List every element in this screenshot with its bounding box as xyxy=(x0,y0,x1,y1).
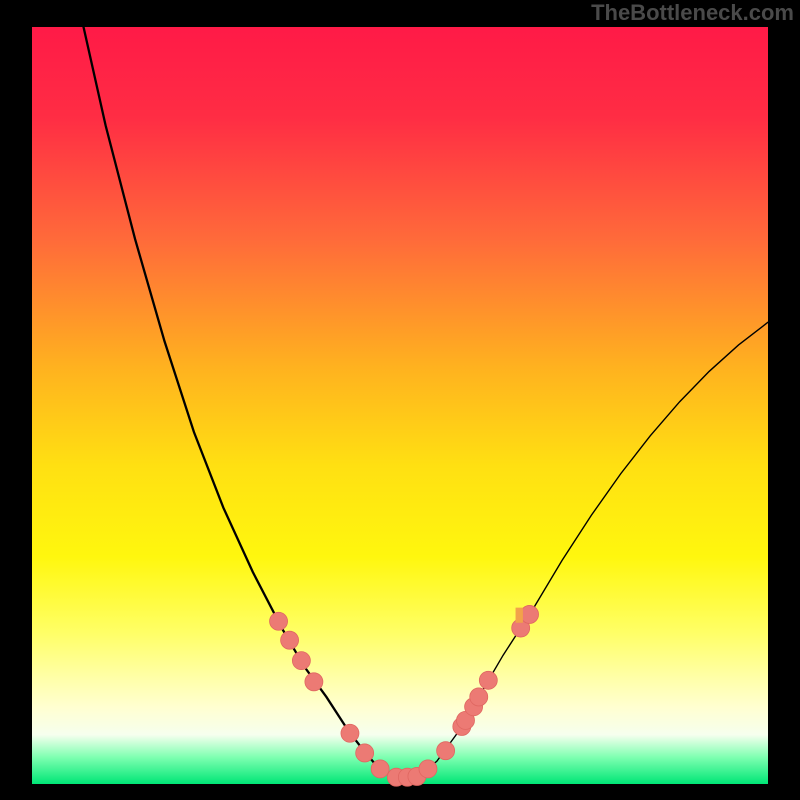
marker-11 xyxy=(437,742,455,760)
chart-canvas: TheBottleneck.com xyxy=(0,0,800,800)
chart-svg xyxy=(0,0,800,800)
marker-1 xyxy=(281,631,299,649)
marker-2 xyxy=(292,652,310,670)
marker-10 xyxy=(419,760,437,778)
orange-tick xyxy=(516,608,523,623)
marker-0 xyxy=(270,612,288,630)
watermark-text: TheBottleneck.com xyxy=(591,0,794,26)
curve-left xyxy=(84,27,393,775)
marker-16 xyxy=(479,671,497,689)
tick-group xyxy=(516,608,523,623)
marker-6 xyxy=(371,760,389,778)
markers-group xyxy=(270,605,539,786)
marker-5 xyxy=(356,744,374,762)
marker-3 xyxy=(305,673,323,691)
marker-4 xyxy=(341,724,359,742)
marker-15 xyxy=(470,688,488,706)
curve-group xyxy=(84,27,768,776)
marker-18 xyxy=(521,605,539,623)
